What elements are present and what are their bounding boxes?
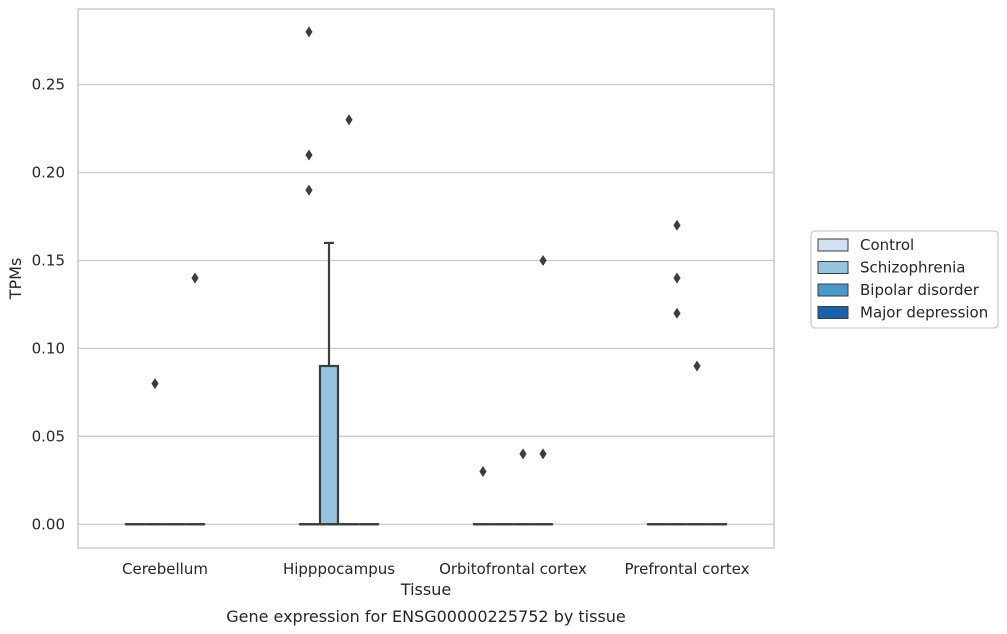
y-tick-label: 0.10 xyxy=(32,339,65,357)
box-series xyxy=(124,26,728,526)
y-axis-label: TPMs xyxy=(6,258,25,301)
outlier-point xyxy=(479,466,487,478)
x-axis-label: Tissue xyxy=(400,580,451,599)
legend-swatch xyxy=(817,306,849,319)
y-tick-label: 0.15 xyxy=(32,251,65,269)
outlier-point xyxy=(539,254,547,266)
series-bipolar-disorder xyxy=(164,114,708,526)
legend: Control Schizophrenia Bipolar disorder Majo… xyxy=(810,230,999,329)
outlier-point xyxy=(673,219,681,231)
outlier-point xyxy=(539,448,547,460)
outlier-point xyxy=(151,378,159,390)
y-tick-label: 0.20 xyxy=(32,164,65,182)
legend-swatch xyxy=(817,261,849,274)
series-control xyxy=(124,26,668,526)
legend-swatch xyxy=(817,283,849,297)
x-tick-label: Hipppocampus xyxy=(283,560,395,578)
outlier-point xyxy=(673,272,681,284)
x-tick-label: Prefrontal cortex xyxy=(625,560,750,578)
legend-frame xyxy=(810,230,999,329)
plot-area-frame xyxy=(77,8,775,549)
x-axis-ticks: Cerebellum Hipppocampus Orbitofrontal cort… xyxy=(122,560,750,578)
outlier-point xyxy=(673,307,681,319)
outlier-point xyxy=(305,149,313,161)
y-axis-ticks: 0.00 0.05 0.10 0.15 0.20 0.25 xyxy=(32,76,65,534)
outlier-point xyxy=(305,26,313,38)
legend-label: Bipolar disorder xyxy=(860,281,980,299)
legend-label: Control xyxy=(860,236,914,254)
outlier-point xyxy=(191,272,199,284)
series-major-depression xyxy=(184,254,728,526)
chart-caption: Gene expression for ENSG00000225752 by t… xyxy=(226,607,626,626)
legend-label: Schizophrenia xyxy=(860,259,965,277)
box xyxy=(318,364,340,526)
outlier-point xyxy=(693,360,701,372)
legend-label: Major depression xyxy=(860,304,988,322)
series-schizophrenia xyxy=(144,219,688,526)
outlier-point xyxy=(519,448,527,460)
legend-swatch xyxy=(817,238,849,252)
y-tick-label: 0.05 xyxy=(32,427,65,445)
outlier-point xyxy=(345,114,353,126)
x-tick-label: Cerebellum xyxy=(122,560,208,578)
x-tick-label: Orbitofrontal cortex xyxy=(439,560,587,578)
grid-lines xyxy=(78,83,774,525)
y-tick-label: 0.25 xyxy=(32,76,65,94)
y-tick-label: 0.00 xyxy=(32,515,65,533)
outlier-point xyxy=(305,184,313,196)
